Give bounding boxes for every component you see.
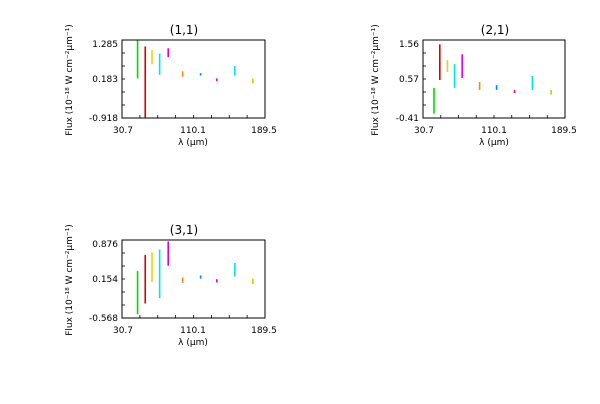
panel-3-ytick-mid: 0.154 <box>92 275 118 285</box>
panel-2-xtick-mid: 110.1 <box>481 126 507 136</box>
panel-2-tick-marks <box>423 52 548 118</box>
panel-1-frame <box>121 39 266 119</box>
panel-1-ylabel: Flux (10⁻¹⁸ W cm⁻²μm⁻¹) <box>65 24 75 136</box>
panel-2-ytick-bottom: -0.41 <box>396 114 419 124</box>
panel-2-ytick-top: 1.56 <box>399 40 419 50</box>
panel-1: (1,1) 1.285 0.183 -0.918 30.7 110.1 189.… <box>65 23 277 148</box>
panel-3-ytick-bottom: -0.568 <box>89 314 118 324</box>
panel-3-xtick-right: 189.5 <box>251 326 277 336</box>
panel-3: (3,1) 0.876 0.154 -0.568 30.7 110.1 189.… <box>65 223 277 348</box>
panel-3-frame <box>121 239 266 319</box>
panel-2-xlabel: λ (μm) <box>479 138 509 148</box>
panel-3-ytick-top: 0.876 <box>92 240 118 250</box>
panel-1-tick-marks <box>122 52 248 118</box>
panel-1-ytick-bottom: -0.918 <box>89 114 118 124</box>
panel-2-xtick-left: 30.7 <box>414 126 434 136</box>
panel-3-xlabel: λ (μm) <box>178 338 208 348</box>
panel-2-title: (2,1) <box>481 23 509 37</box>
panel-1-xtick-right: 189.5 <box>251 126 277 136</box>
panel-2-ylabel: Flux (10⁻¹⁸ W cm⁻²μm⁻¹) <box>371 24 381 136</box>
panel-2-ytick-mid: 0.57 <box>399 75 419 85</box>
panel-1-marks <box>136 40 254 118</box>
panel-3-xtick-mid: 110.1 <box>180 326 206 336</box>
panel-1-title: (1,1) <box>170 23 198 37</box>
panel-3-title: (3,1) <box>170 223 198 237</box>
panel-2-xtick-right: 189.5 <box>551 126 577 136</box>
panel-2-frame <box>422 39 566 119</box>
panel-3-tick-marks <box>122 252 248 318</box>
panel-1-ytick-top: 1.285 <box>92 40 118 50</box>
panel-3-marks <box>136 241 254 315</box>
panel-1-xtick-left: 30.7 <box>113 126 133 136</box>
panel-2-marks <box>433 44 552 114</box>
panel-1-xtick-mid: 110.1 <box>180 126 206 136</box>
panel-3-xtick-left: 30.7 <box>113 326 133 336</box>
panel-2: (2,1) 1.56 0.57 -0.41 30.7 110.1 189.5 λ… <box>371 23 577 148</box>
panel-1-xlabel: λ (μm) <box>178 138 208 148</box>
panel-3-ylabel: Flux (10⁻¹⁸ W cm⁻²μm⁻¹) <box>65 224 75 336</box>
panel-1-ytick-mid: 0.183 <box>92 75 118 85</box>
